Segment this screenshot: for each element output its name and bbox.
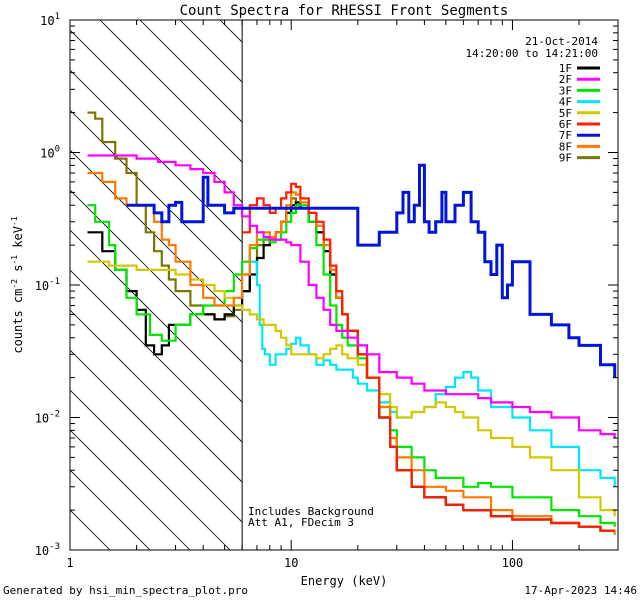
hatched-background-region	[70, 20, 243, 550]
legend-label-2F: 2F	[559, 73, 572, 86]
hatch-line	[70, 309, 243, 483]
legend-label-8F: 8F	[559, 140, 572, 153]
legend-label-7F: 7F	[559, 129, 572, 142]
series-2F	[87, 154, 616, 438]
y-tick-label: 100	[40, 145, 60, 161]
annotation-attenuator: Att A1, FDecim 3	[248, 516, 354, 529]
x-axis-label: Energy (keV)	[301, 574, 388, 588]
axis-ticks: 1 10 100 10-3 10-2 10-1 100 101	[35, 12, 619, 570]
footer-generated-by: Generated by hsi_min_spectra_plot.pro	[3, 584, 248, 597]
hatch-line	[70, 109, 243, 283]
hatch-line	[70, 69, 243, 243]
annotation-background: Includes Background	[248, 505, 374, 518]
hatch-line	[70, 349, 243, 523]
series-4F	[242, 260, 616, 487]
hatch-line	[70, 509, 111, 550]
y-tick-label: 10-2	[35, 410, 60, 426]
hatch-line	[70, 429, 191, 550]
x-tick-label: 1	[66, 556, 73, 570]
y-tick-label: 10-3	[35, 542, 60, 558]
hatch-line	[99, 20, 243, 163]
hatch-line	[70, 189, 243, 363]
legend-label-6F: 6F	[559, 118, 572, 131]
chart-title: Count Spectra for RHESSI Front Segments	[180, 3, 509, 19]
footer-timestamp: 17-Apr-2023 14:46	[524, 584, 637, 597]
legend-label-5F: 5F	[559, 107, 572, 120]
observation-date: 21-Oct-2014	[525, 35, 598, 48]
y-tick-label: 10-1	[35, 277, 60, 293]
legend-label-1F: 1F	[559, 62, 572, 75]
series-7F	[126, 163, 617, 378]
hatch-line	[70, 389, 231, 550]
hatch-line	[70, 269, 243, 443]
hatch-line	[70, 29, 243, 203]
legend-label-9F: 9F	[559, 152, 572, 165]
hatch-line	[139, 20, 243, 123]
time-range: 14:20:00 to 14:21:00	[466, 47, 598, 60]
hatch-line	[70, 229, 243, 403]
y-tick-label: 101	[40, 12, 60, 28]
hatch-line	[70, 469, 151, 550]
series-5F	[87, 260, 616, 517]
y-axis-label: counts cm-2 s-1 keV-1	[10, 216, 25, 353]
x-tick-label: 100	[502, 556, 524, 570]
series-layer	[87, 111, 617, 535]
legend-label-3F: 3F	[559, 84, 572, 97]
hatch-line	[70, 149, 243, 323]
legend-label-4F: 4F	[559, 96, 572, 109]
x-tick-label: 10	[284, 556, 298, 570]
